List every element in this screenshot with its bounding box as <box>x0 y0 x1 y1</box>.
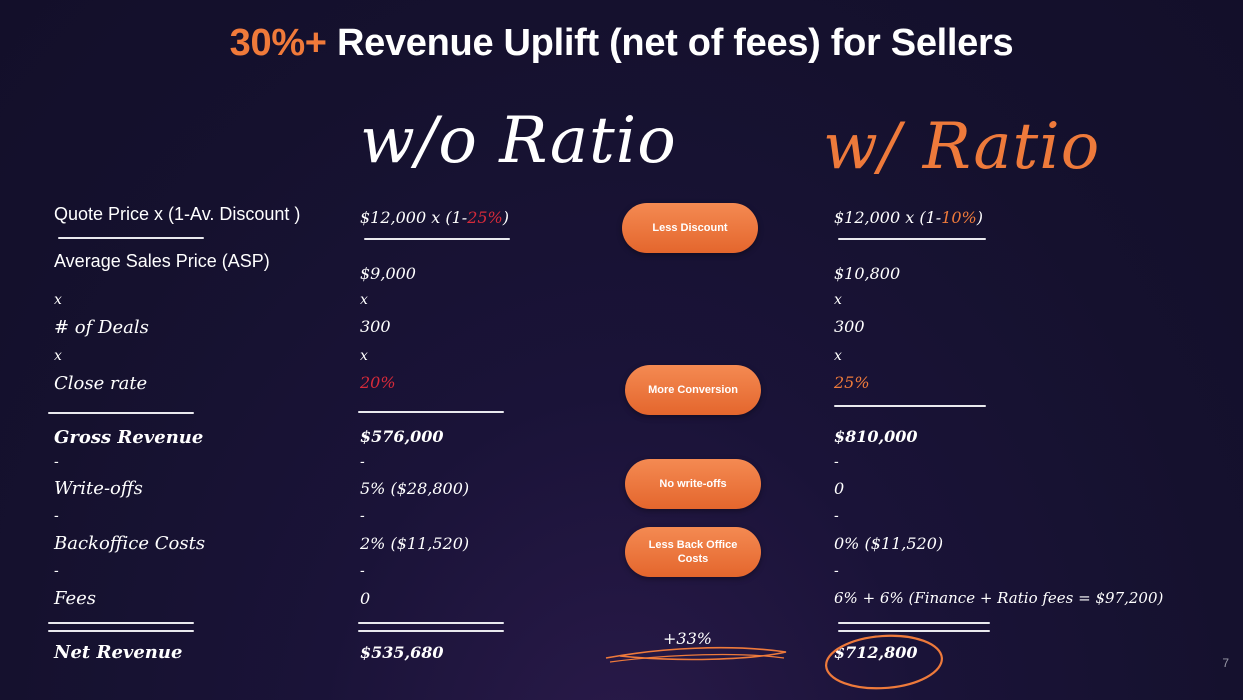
with-close-rate: 25% <box>834 373 870 392</box>
without-net-revenue: $535,680 <box>360 643 444 662</box>
without-quote: $12,000 x (1-25%) <box>360 208 509 227</box>
divider <box>358 411 504 413</box>
label-backoffice-costs: Backoffice Costs <box>54 533 206 554</box>
with-fees: 6% + 6% (Finance + Ratio fees = $97,200) <box>834 589 1164 607</box>
more-conversion-pill: More Conversion <box>625 365 761 415</box>
without-discount: 25% <box>467 208 503 227</box>
label-gross-revenue: Gross Revenue <box>54 427 204 448</box>
divider <box>48 622 194 624</box>
with-backoffice-costs: 0% ($11,520) <box>834 534 944 553</box>
without-minus-2: - <box>360 508 365 524</box>
divider <box>838 630 990 632</box>
label-net-revenue: Net Revenue <box>54 642 183 663</box>
less-discount-pill: Less Discount <box>622 203 758 253</box>
without-minus-3: - <box>360 563 365 579</box>
with-minus-1: - <box>834 454 839 470</box>
without-times-1: x <box>360 292 368 308</box>
without-fees: 0 <box>360 589 371 608</box>
label-quote-price: Quote Price x (1-Av. Discount ) <box>54 204 301 224</box>
label-times-1: x <box>54 292 62 308</box>
header-without-ratio: w/o Ratio <box>360 104 677 178</box>
without-minus-1: - <box>360 454 365 470</box>
divider <box>838 238 986 240</box>
with-gross-revenue: $810,000 <box>834 427 918 446</box>
label-fees: Fees <box>54 588 97 609</box>
with-quote: $12,000 x (1-10%) <box>834 208 983 227</box>
without-gross-revenue: $576,000 <box>360 427 444 446</box>
page-number: 7 <box>1222 656 1229 670</box>
divider <box>48 412 194 414</box>
label-minus-2: - <box>54 508 59 524</box>
divider <box>364 238 510 240</box>
label-write-offs: Write-offs <box>54 478 143 499</box>
without-times-2: x <box>360 348 368 364</box>
uplift-underline-scribble <box>605 646 787 663</box>
divider <box>834 405 986 407</box>
with-times-2: x <box>834 348 842 364</box>
with-asp: $10,800 <box>834 264 901 283</box>
less-back-office-pill: Less Back Office Costs <box>625 527 761 577</box>
slide-title: 30%+ Revenue Uplift (net of fees) for Se… <box>0 22 1243 65</box>
with-minus-2: - <box>834 508 839 524</box>
label-times-2: x <box>54 348 62 364</box>
header-with-ratio: w/ Ratio <box>823 110 1101 184</box>
label-minus-3: - <box>54 563 59 579</box>
net-revenue-circle <box>825 634 943 690</box>
label-asp: Average Sales Price (ASP) <box>54 251 270 271</box>
with-times-1: x <box>834 292 842 308</box>
divider <box>48 630 194 632</box>
with-net-revenue: $712,800 <box>834 643 918 662</box>
without-close-rate: 20% <box>360 373 396 392</box>
title-highlight: 30%+ <box>229 22 327 64</box>
uplift-label: +33% <box>663 629 712 648</box>
without-write-offs: 5% ($28,800) <box>360 479 470 498</box>
with-write-offs: 0 <box>834 479 845 498</box>
divider <box>838 622 990 624</box>
with-deals: 300 <box>834 317 865 336</box>
with-quote-close: ) <box>976 208 983 227</box>
divider <box>358 622 504 624</box>
without-backoffice-costs: 2% ($11,520) <box>360 534 470 553</box>
with-quote-base: $12,000 x (1- <box>834 208 942 227</box>
without-deals: 300 <box>360 317 391 336</box>
without-quote-base: $12,000 x (1- <box>360 208 468 227</box>
with-minus-3: - <box>834 563 839 579</box>
without-asp: $9,000 <box>360 264 416 283</box>
label-close-rate: Close rate <box>54 373 148 394</box>
no-write-offs-pill: No write-offs <box>625 459 761 509</box>
label-deals: # of Deals <box>54 317 149 338</box>
label-minus-1: - <box>54 454 59 470</box>
title-text: Revenue Uplift (net of fees) for Sellers <box>326 22 1014 64</box>
without-quote-close: ) <box>502 208 509 227</box>
divider <box>358 630 504 632</box>
divider <box>58 237 204 239</box>
with-discount: 10% <box>941 208 977 227</box>
